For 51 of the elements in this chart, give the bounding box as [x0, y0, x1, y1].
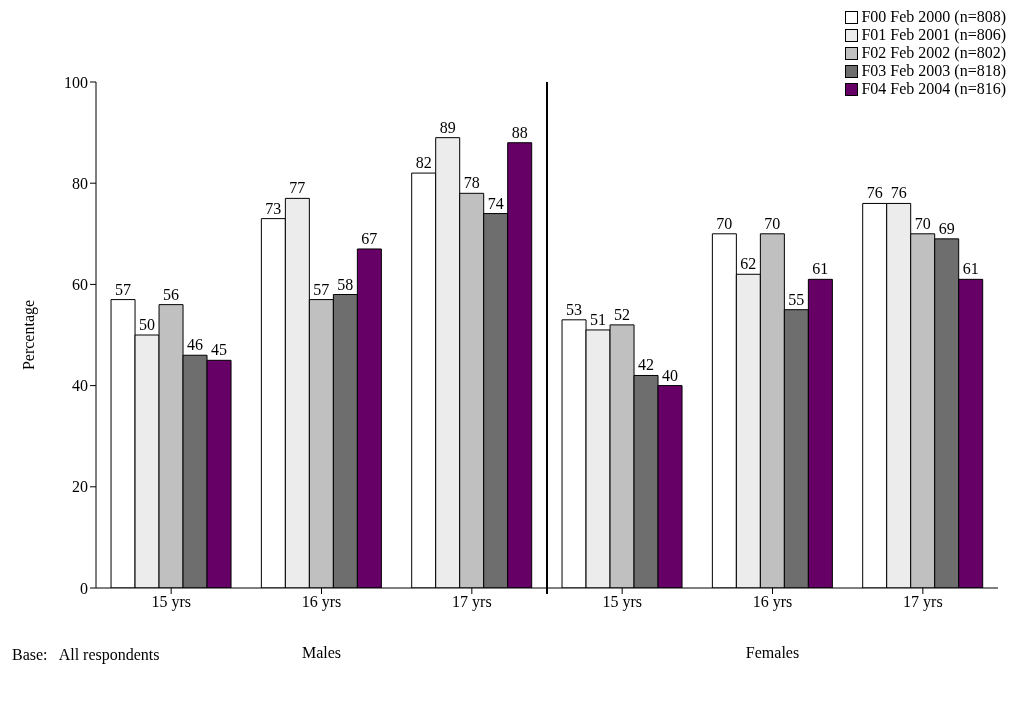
y-tick-label: 20: [72, 478, 88, 496]
data-label: 76: [890, 184, 907, 202]
text: Base: All respondents: [12, 646, 160, 664]
text: Females: [745, 644, 800, 661]
data-label: 76: [866, 184, 883, 202]
data-label: 78: [463, 174, 480, 192]
y-tick-label: 60: [72, 276, 88, 294]
data-label: 56: [163, 285, 180, 303]
legend-label: F04 Feb 2004 (n=816): [861, 80, 1006, 98]
data-label: 61: [812, 260, 829, 278]
y-tick-label: 80: [72, 174, 88, 192]
data-label: 42: [638, 356, 655, 374]
data-label: 73: [265, 199, 282, 217]
data-label: 51: [590, 310, 607, 328]
data-label: 89: [439, 118, 456, 136]
data-label: 88: [511, 123, 528, 141]
legend-label: F03 Feb 2003 (n=818): [861, 62, 1006, 80]
x-tick-label: 16 yrs: [301, 593, 342, 612]
data-label: 53: [566, 300, 583, 318]
x-tick-label: 15 yrs: [602, 593, 642, 612]
y-tick-label: 40: [72, 377, 88, 395]
data-label: 58: [337, 275, 354, 293]
x-tick-label: 17 yrs: [452, 593, 492, 612]
x-tick-label: 15 yrs: [151, 593, 191, 612]
text: Males: [301, 644, 342, 661]
data-label: 45: [211, 341, 228, 359]
y-tick-label: 0: [80, 579, 88, 597]
data-label: 77: [289, 179, 306, 197]
data-label: 57: [313, 280, 330, 298]
data-label: 82: [415, 154, 432, 172]
x-tick-label: 17 yrs: [903, 593, 943, 612]
data-label: 62: [740, 255, 757, 273]
y-axis-title: Percentage: [19, 299, 38, 371]
data-label: 70: [716, 214, 733, 232]
data-label: 52: [614, 305, 631, 323]
data-label: 40: [662, 366, 679, 384]
data-label: 69: [938, 219, 955, 237]
data-label: 74: [487, 194, 504, 212]
legend-label: F00 Feb 2000 (n=808): [861, 8, 1006, 26]
data-label: 67: [361, 229, 378, 247]
x-tick-label: 16 yrs: [752, 593, 793, 612]
y-tick-label: 100: [64, 73, 88, 91]
data-label: 70: [764, 214, 781, 232]
legend-label: F01 Feb 2001 (n=806): [861, 26, 1006, 44]
data-label: 57: [115, 280, 132, 298]
data-label: 61: [962, 260, 979, 278]
data-label: 46: [187, 336, 204, 354]
legend-label: F02 Feb 2002 (n=802): [861, 44, 1006, 62]
data-label: 70: [914, 214, 931, 232]
data-label: 50: [139, 316, 156, 333]
data-label: 55: [788, 290, 805, 308]
